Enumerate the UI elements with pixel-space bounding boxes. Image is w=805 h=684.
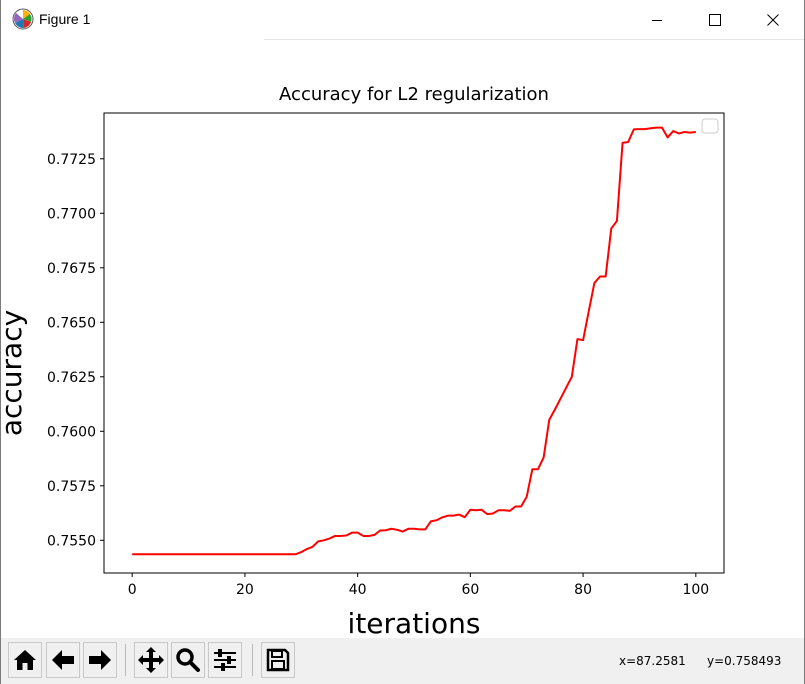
configure-subplots-button[interactable] [208, 642, 242, 678]
y-tick-label: 0.7675 [47, 261, 96, 277]
back-button[interactable] [46, 642, 80, 678]
x-tick-label: 20 [236, 582, 254, 598]
x-tick-label: 80 [574, 582, 592, 598]
x-tick-label: 0 [128, 582, 137, 598]
y-tick-label: 0.7725 [47, 152, 96, 168]
forward-arrow-icon [89, 650, 111, 670]
y-tick-label: 0.7625 [47, 370, 96, 386]
save-icon [266, 648, 290, 672]
y-tick-label: 0.7700 [47, 206, 96, 222]
configure-subplots-icon [214, 649, 236, 671]
pan-button[interactable] [134, 642, 168, 678]
empty-legend-box [701, 118, 719, 134]
x-tick-label: 60 [461, 582, 479, 598]
zoom-button[interactable] [171, 642, 205, 678]
cursor-x-readout: x=87.2581 [619, 654, 686, 668]
maximize-button[interactable] [686, 0, 744, 40]
x-axis-label: iterations [348, 607, 481, 638]
y-axis-label: accuracy [1, 310, 28, 436]
cursor-y-readout: y=0.758493 [707, 654, 782, 668]
minimize-icon [652, 20, 662, 21]
toolbar-separator [125, 644, 126, 676]
chart-title: Accuracy for L2 regularization [279, 84, 549, 105]
pan-icon [138, 647, 164, 673]
title-bar[interactable]: Figure 1 [1, 0, 804, 40]
title-separator [264, 39, 804, 40]
y-tick-label: 0.7550 [47, 533, 96, 549]
maximize-icon [709, 14, 721, 26]
close-icon [767, 14, 779, 26]
forward-button[interactable] [83, 642, 117, 678]
home-button[interactable] [8, 642, 42, 678]
back-arrow-icon [52, 650, 74, 670]
save-button[interactable] [261, 642, 295, 678]
matplotlib-logo-icon [12, 8, 34, 30]
zoom-icon [176, 648, 200, 672]
y-tick-label: 0.7600 [47, 424, 96, 440]
window-title: Figure 1 [39, 11, 91, 27]
y-tick-label: 0.7575 [47, 479, 96, 495]
accuracy-series-line [132, 126, 696, 556]
line-chart[interactable]: Accuracy for L2 regularization 0 20 40 60 80… [1, 40, 804, 638]
navigation-toolbar: x=87.2581 y=0.758493 [1, 638, 804, 684]
axes-frame [103, 112, 725, 574]
toolbar-separator [252, 644, 253, 676]
x-tick-label: 40 [349, 582, 367, 598]
plot-canvas[interactable]: Accuracy for L2 regularization 0 20 40 60 80… [1, 40, 804, 638]
minimize-button[interactable] [628, 0, 686, 40]
y-tick-label: 0.7650 [47, 315, 96, 331]
close-button[interactable] [744, 0, 802, 40]
x-tick-label: 100 [682, 582, 709, 598]
home-icon [14, 650, 36, 670]
